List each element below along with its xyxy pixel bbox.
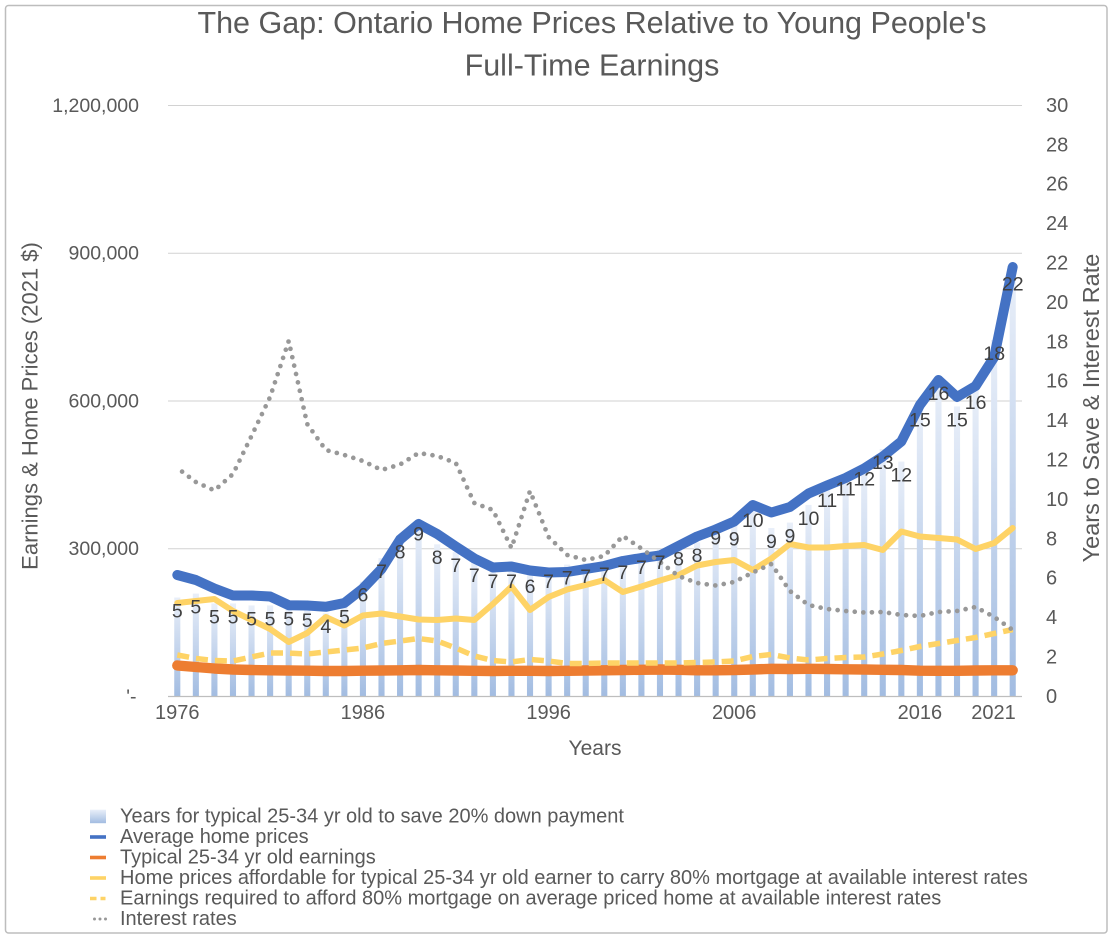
svg-text:2016: 2016 (898, 702, 943, 724)
svg-text:8: 8 (1046, 528, 1057, 550)
svg-text:300,000: 300,000 (69, 538, 140, 560)
svg-text:1976: 1976 (155, 702, 200, 724)
svg-text:Home prices affordable for typ: Home prices affordable for typical 25-34… (120, 867, 1028, 889)
svg-text:5: 5 (265, 608, 276, 630)
svg-text:11: 11 (835, 478, 855, 500)
svg-text:7: 7 (543, 571, 554, 593)
svg-text:600,000: 600,000 (69, 390, 140, 412)
svg-text:22: 22 (1002, 273, 1024, 295)
svg-text:5: 5 (339, 606, 350, 628)
svg-text:Earnings required to afford 80: Earnings required to afford 80% mortgage… (120, 888, 941, 910)
svg-text:9: 9 (784, 526, 795, 548)
svg-text:5: 5 (283, 608, 294, 630)
svg-text:8: 8 (673, 549, 684, 571)
svg-text:7: 7 (562, 568, 573, 590)
svg-text:8: 8 (692, 545, 703, 567)
svg-text:4: 4 (320, 616, 331, 638)
svg-text:28: 28 (1046, 134, 1068, 156)
svg-text:4: 4 (1046, 607, 1057, 629)
svg-text:7: 7 (506, 571, 517, 593)
svg-text:13: 13 (872, 452, 894, 474)
svg-text:5: 5 (172, 600, 183, 622)
svg-text:7: 7 (450, 555, 461, 577)
svg-text:7: 7 (487, 571, 498, 593)
svg-text:7: 7 (580, 566, 591, 588)
svg-text:2: 2 (1046, 647, 1057, 669)
svg-text:16: 16 (1046, 371, 1068, 393)
svg-text:5: 5 (209, 606, 220, 628)
svg-text:15: 15 (909, 409, 931, 431)
svg-text:26: 26 (1046, 174, 1068, 196)
svg-text:12: 12 (1046, 450, 1068, 472)
svg-text:7: 7 (599, 564, 610, 586)
svg-text:Years to Save & Interest Rate: Years to Save & Interest Rate (1078, 254, 1104, 563)
svg-text:18: 18 (983, 343, 1005, 365)
svg-text:5: 5 (228, 606, 239, 628)
svg-text:9: 9 (766, 531, 777, 553)
svg-text:Full-Time Earnings: Full-Time Earnings (465, 49, 720, 83)
svg-text:Years for typical 25-34 yr old: Years for typical 25-34 yr old to save 2… (120, 806, 624, 828)
svg-text:900,000: 900,000 (69, 243, 140, 265)
svg-text:22: 22 (1046, 253, 1068, 275)
svg-text:8: 8 (432, 547, 443, 569)
svg-text:12: 12 (853, 468, 875, 490)
svg-text:11: 11 (817, 490, 837, 512)
svg-text:10: 10 (798, 508, 820, 530)
svg-text:5: 5 (302, 610, 313, 632)
svg-text:5: 5 (190, 597, 201, 619)
svg-text:7: 7 (655, 552, 666, 574)
svg-text:2021: 2021 (971, 702, 1016, 724)
svg-text:Interest rates: Interest rates (120, 908, 237, 930)
svg-text:6: 6 (357, 585, 368, 607)
svg-text:10: 10 (1046, 489, 1068, 511)
svg-text:7: 7 (376, 561, 387, 583)
svg-text:Earnings & Home Prices (2021 $: Earnings & Home Prices (2021 $) (17, 242, 42, 570)
svg-text:6: 6 (525, 576, 536, 598)
svg-text:9: 9 (413, 524, 424, 546)
svg-text:20: 20 (1046, 292, 1068, 314)
svg-text:9: 9 (710, 528, 721, 550)
svg-text:2006: 2006 (712, 702, 757, 724)
svg-text:0: 0 (1046, 686, 1057, 708)
svg-text:1,200,000: 1,200,000 (52, 95, 139, 117)
svg-text:12: 12 (890, 465, 912, 487)
svg-text:Years: Years (569, 737, 622, 760)
svg-text:7: 7 (617, 562, 628, 584)
svg-text:Average home prices: Average home prices (120, 826, 309, 848)
svg-text:1986: 1986 (341, 702, 386, 724)
svg-text:24: 24 (1046, 213, 1068, 235)
svg-text:5: 5 (246, 608, 257, 630)
svg-text:16: 16 (928, 383, 950, 405)
svg-text:7: 7 (636, 557, 647, 579)
svg-text:18: 18 (1046, 331, 1068, 353)
svg-text:6: 6 (1046, 568, 1057, 590)
svg-text:14: 14 (1046, 410, 1068, 432)
svg-text:9: 9 (729, 529, 740, 551)
svg-text:30: 30 (1046, 95, 1068, 117)
svg-text:15: 15 (946, 409, 968, 431)
svg-text:Typical 25-34 yr old earnings: Typical 25-34 yr old earnings (120, 847, 376, 869)
svg-text:1996: 1996 (526, 702, 571, 724)
svg-text:10: 10 (742, 510, 764, 532)
svg-text:The Gap: Ontario Home Prices R: The Gap: Ontario Home Prices Relative to… (197, 6, 986, 40)
svg-text:8: 8 (395, 541, 406, 563)
svg-text:'-: '- (126, 686, 136, 708)
svg-text:7: 7 (469, 565, 480, 587)
svg-text:16: 16 (965, 392, 987, 414)
